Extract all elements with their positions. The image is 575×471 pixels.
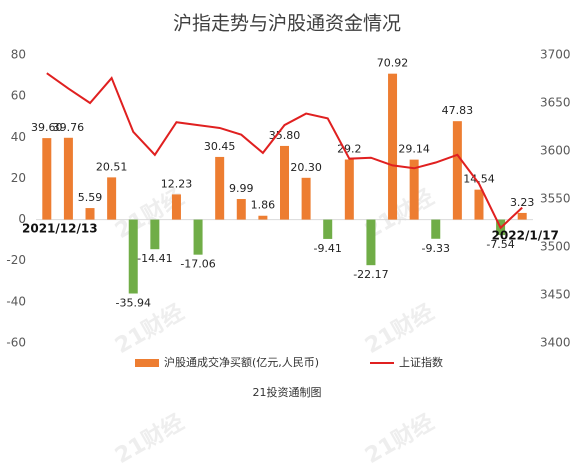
value-label: -22.17	[353, 268, 388, 281]
bar	[258, 215, 268, 220]
value-label: -9.33	[422, 242, 450, 255]
value-label: 5.59	[78, 191, 103, 204]
value-label: -35.94	[116, 297, 151, 310]
bar	[452, 121, 462, 220]
bar	[193, 219, 203, 255]
value-label: 47.83	[442, 104, 474, 117]
legend-swatch	[135, 359, 159, 367]
y2-tick-label: 3650	[540, 96, 571, 110]
bar	[474, 189, 484, 220]
value-label: -9.41	[313, 242, 341, 255]
bar	[107, 177, 117, 220]
value-label: 20.30	[290, 161, 322, 174]
bar	[215, 156, 225, 220]
value-label: 9.99	[229, 182, 254, 195]
x-tick-label: 2021/12/13	[22, 222, 98, 236]
bar	[409, 159, 419, 220]
bar	[42, 138, 52, 220]
watermark: 21财经	[111, 409, 189, 469]
bar	[280, 145, 289, 220]
bar	[431, 219, 441, 239]
value-label: 14.54	[463, 173, 495, 186]
value-label: 35.80	[269, 129, 301, 142]
value-label: 20.51	[96, 160, 128, 173]
value-label: -7.54	[486, 238, 514, 251]
value-label: 1.86	[251, 199, 276, 212]
value-label: -17.06	[180, 258, 215, 271]
bar	[517, 212, 527, 220]
value-label: 29.14	[398, 143, 430, 156]
bar	[150, 219, 160, 250]
value-label: 12.23	[161, 177, 193, 190]
y-tick-label: 40	[11, 130, 26, 144]
legend-label: 沪股通成交净买额(亿元,人民币)	[164, 355, 319, 369]
value-label: 39.76	[53, 121, 85, 134]
y-tick-label: -60	[6, 336, 26, 350]
y2-tick-label: 3550	[540, 192, 571, 206]
bar	[323, 219, 333, 239]
value-label: 3.23	[510, 196, 535, 209]
bar	[366, 219, 376, 266]
source-note: 21投资通制图	[253, 385, 322, 399]
value-label: 70.92	[377, 57, 409, 70]
bar	[85, 208, 95, 220]
y2-tick-label: 3400	[540, 336, 571, 350]
y-tick-label: 80	[11, 48, 26, 62]
bar	[301, 177, 311, 220]
legend-label: 上证指数	[399, 355, 443, 369]
bar	[63, 137, 73, 220]
bar	[388, 73, 398, 220]
watermark: 21财经	[361, 299, 439, 359]
bar	[344, 159, 354, 220]
bar	[236, 199, 246, 220]
value-label: -14.41	[137, 252, 172, 265]
y2-tick-label: 3700	[540, 48, 571, 62]
y-tick-label: 0	[18, 212, 26, 226]
value-label: 30.45	[204, 140, 236, 153]
watermark: 21财经	[361, 409, 439, 469]
y-tick-label: -20	[6, 253, 26, 267]
y-tick-label: -40	[6, 294, 26, 308]
y2-tick-label: 3600	[540, 144, 571, 158]
y-tick-label: 20	[11, 171, 26, 185]
chart-title: 沪指走势与沪股通资金情况	[173, 13, 401, 35]
y-tick-label: 60	[11, 89, 26, 103]
bar	[171, 194, 181, 220]
line	[46, 72, 523, 230]
y2-tick-label: 3450	[540, 288, 571, 302]
y2-tick-label: 3500	[540, 240, 571, 254]
value-label: 39.60	[31, 121, 63, 134]
bar	[128, 219, 138, 294]
x-tick-label: 2022/1/17	[492, 229, 559, 243]
